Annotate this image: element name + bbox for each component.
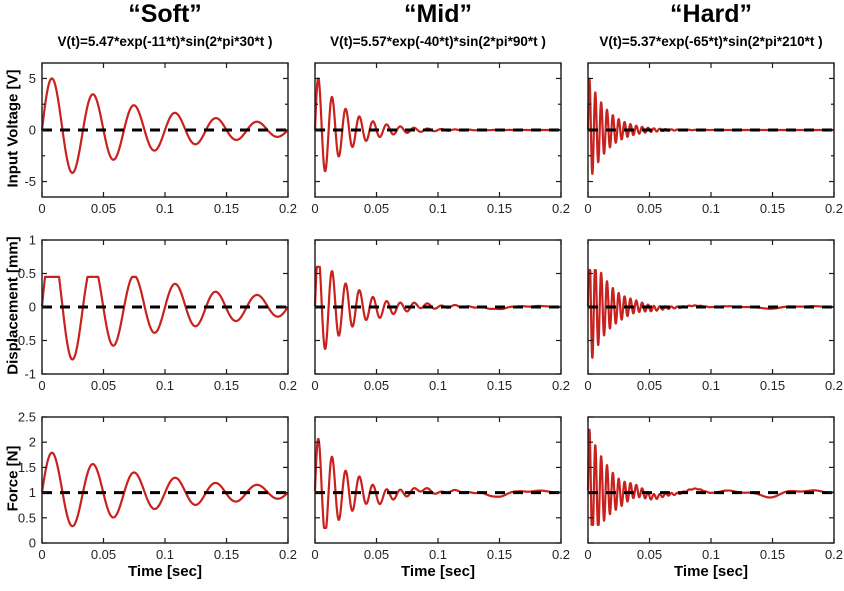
y-tick-label: 1.5: [18, 460, 36, 475]
y-tick-label: 0: [29, 123, 36, 138]
x-tick-label: 0.2: [825, 378, 843, 393]
x-tick-label: 0.15: [760, 547, 785, 562]
xlabel-time-mid: Time [sec]: [401, 563, 475, 580]
column-title-mid: “Mid”: [403, 0, 473, 28]
x-tick-label: 0.15: [214, 547, 239, 562]
y-tick-label: 5: [29, 71, 36, 86]
signal-curve: [40, 275, 289, 361]
x-tick-label: 0.05: [91, 378, 116, 393]
x-tick-label: 0.2: [279, 201, 297, 216]
x-tick-label: 0.15: [760, 378, 785, 393]
formula-mid: V(t)=5.57*exp(-40*t)*sin(2*pi*90*t ): [330, 34, 546, 49]
x-tick-label: 0.15: [487, 378, 512, 393]
x-tick-label: 0.2: [825, 201, 843, 216]
x-tick-label: 0: [584, 378, 591, 393]
x-tick-label: 0.05: [91, 201, 116, 216]
formula-soft: V(t)=5.47*exp(-11*t)*sin(2*pi*30*t ): [57, 34, 273, 49]
x-tick-label: 0.05: [91, 547, 116, 562]
y-tick-label: 0: [29, 300, 36, 315]
x-tick-label: 0.1: [156, 547, 174, 562]
x-tick-label: 0.1: [429, 378, 447, 393]
y-tick-label: 0.5: [18, 266, 36, 281]
plot-force-mid: 0 0.05 0.1 0.15 0.2: [311, 416, 570, 562]
x-tick-label: 0: [311, 378, 318, 393]
signal-curve: [313, 77, 562, 173]
x-tick-label: 0.1: [702, 378, 720, 393]
plot-displacement-hard: 0 0.05 0.1 0.15 0.2: [584, 239, 843, 393]
x-tick-label: 0.05: [364, 547, 389, 562]
x-tick-label: 0.1: [429, 201, 447, 216]
plot-force-hard: 0 0.05 0.1 0.15 0.2: [584, 416, 843, 562]
y-tick-label: -0.5: [14, 333, 36, 348]
y-tick-label: 0: [29, 536, 36, 551]
plot-voltage-hard: 0 0.05 0.1 0.15 0.2: [584, 62, 843, 216]
x-tick-label: 0.2: [552, 201, 570, 216]
signal-curve: [40, 451, 289, 528]
signal-curve: [313, 437, 562, 529]
x-tick-label: 0.2: [279, 547, 297, 562]
x-tick-label: 0: [38, 201, 45, 216]
x-tick-label: 0.2: [279, 378, 297, 393]
axes-box: [587, 416, 835, 544]
x-tick-label: 0.1: [429, 547, 447, 562]
axes-box: [314, 416, 562, 544]
x-tick-label: 0.2: [552, 378, 570, 393]
plot-displacement-soft: 0 0.05 0.1 0.15 0.2 1 0.5 0 -0.5 -1: [14, 233, 297, 394]
formula-hard: V(t)=5.37*exp(-65*t)*sin(2*pi*210*t ): [599, 34, 823, 49]
y-tick-label: 2: [29, 435, 36, 450]
signal-curve: [586, 77, 835, 175]
y-tick-label: 2.5: [18, 410, 36, 425]
x-tick-label: 0.2: [552, 547, 570, 562]
x-tick-label: 0.2: [825, 547, 843, 562]
x-tick-label: 0.1: [156, 378, 174, 393]
plot-voltage-mid: 0 0.05 0.1 0.15 0.2: [311, 62, 570, 216]
x-tick-label: 0.1: [702, 547, 720, 562]
y-tick-label: -5: [24, 174, 36, 189]
x-tick-label: 0: [38, 547, 45, 562]
y-tick-label: -1: [24, 367, 36, 382]
x-tick-label: 0.05: [364, 201, 389, 216]
x-tick-label: 0.05: [637, 378, 662, 393]
plot-displacement-mid: 0 0.05 0.1 0.15 0.2: [311, 239, 570, 393]
x-tick-label: 0.15: [214, 378, 239, 393]
x-tick-label: 0.05: [637, 201, 662, 216]
x-tick-label: 0: [311, 201, 318, 216]
axes-box: [41, 416, 289, 544]
x-tick-label: 0.15: [487, 547, 512, 562]
x-tick-label: 0: [311, 547, 318, 562]
xlabel-time-hard: Time [sec]: [674, 563, 748, 580]
x-tick-label: 0.1: [702, 201, 720, 216]
xlabel-time-soft: Time [sec]: [128, 563, 202, 580]
x-tick-label: 0: [584, 201, 591, 216]
x-tick-label: 0: [38, 378, 45, 393]
plot-voltage-soft: 0 0.05 0.1 0.15 0.250-5: [24, 62, 297, 216]
x-tick-label: 0.1: [156, 201, 174, 216]
x-tick-label: 0.15: [214, 201, 239, 216]
y-tick-label: 1: [29, 233, 36, 248]
x-tick-label: 0.15: [487, 201, 512, 216]
signal-curve: [40, 77, 289, 175]
y-tick-label: 1: [29, 485, 36, 500]
plot-force-soft: 0 0.05 0.1 0.15 0.2 2.5 2 1.5 1 0.5 0: [18, 410, 297, 563]
x-tick-label: 0.05: [637, 547, 662, 562]
signal-curve: [586, 428, 835, 526]
x-tick-label: 0.15: [760, 201, 785, 216]
column-title-soft: “Soft”: [128, 0, 202, 28]
x-tick-label: 0: [584, 547, 591, 562]
y-tick-label: 0.5: [18, 510, 36, 525]
column-title-hard: “Hard”: [670, 0, 752, 28]
x-tick-label: 0.05: [364, 378, 389, 393]
signal-curve: [586, 269, 835, 359]
